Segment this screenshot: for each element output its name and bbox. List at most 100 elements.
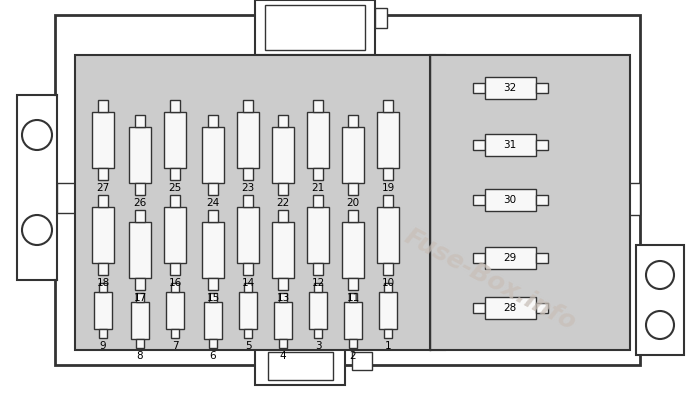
Text: 31: 31: [503, 140, 517, 150]
Bar: [618, 183, 640, 215]
Bar: [383, 195, 393, 207]
Bar: [135, 278, 145, 290]
Circle shape: [646, 311, 674, 339]
Text: 28: 28: [503, 303, 517, 313]
Bar: [17, 95, 57, 280]
Text: 5: 5: [245, 341, 251, 351]
Text: 19: 19: [382, 183, 395, 193]
Bar: [272, 127, 294, 183]
Text: 23: 23: [241, 183, 255, 193]
Bar: [473, 83, 484, 93]
Bar: [99, 329, 107, 338]
Bar: [344, 302, 362, 339]
Text: 2: 2: [350, 351, 356, 361]
Text: 17: 17: [134, 293, 146, 303]
Bar: [208, 115, 218, 127]
Bar: [383, 168, 393, 180]
Bar: [170, 195, 180, 207]
Bar: [265, 5, 365, 50]
Circle shape: [22, 215, 52, 245]
Bar: [313, 263, 323, 275]
Text: 3: 3: [315, 341, 321, 351]
Bar: [243, 263, 253, 275]
Text: 14: 14: [241, 278, 255, 288]
Text: 21: 21: [312, 183, 325, 193]
Bar: [98, 263, 108, 275]
Bar: [92, 207, 114, 263]
Text: 15: 15: [206, 293, 220, 303]
Bar: [348, 183, 358, 195]
Bar: [430, 55, 630, 350]
Bar: [348, 115, 358, 127]
Text: Fuse-Box.info: Fuse-Box.info: [400, 224, 580, 335]
Bar: [237, 112, 259, 168]
Bar: [255, 0, 375, 55]
Bar: [278, 278, 288, 290]
Bar: [484, 297, 536, 319]
Bar: [384, 329, 392, 338]
Bar: [473, 140, 484, 150]
Bar: [204, 302, 222, 339]
Bar: [383, 263, 393, 275]
Bar: [75, 55, 445, 350]
Bar: [171, 329, 179, 338]
Text: 24: 24: [206, 198, 220, 208]
Bar: [342, 127, 364, 183]
Text: 7: 7: [172, 341, 178, 351]
Bar: [473, 253, 484, 263]
Bar: [171, 283, 179, 292]
Bar: [57, 183, 77, 213]
Bar: [268, 352, 333, 380]
Bar: [473, 303, 484, 313]
Bar: [129, 127, 151, 183]
Bar: [307, 112, 329, 168]
Bar: [243, 100, 253, 112]
Text: 32: 32: [503, 83, 517, 93]
Bar: [99, 283, 107, 292]
Bar: [98, 100, 108, 112]
Text: 1: 1: [385, 341, 391, 351]
Bar: [272, 222, 294, 278]
Bar: [484, 247, 536, 269]
Text: 26: 26: [134, 198, 146, 208]
Text: 10: 10: [382, 278, 395, 288]
Bar: [536, 83, 547, 93]
Bar: [135, 183, 145, 195]
Bar: [170, 168, 180, 180]
Bar: [208, 278, 218, 290]
Bar: [384, 283, 392, 292]
Bar: [636, 245, 684, 355]
Bar: [136, 339, 144, 348]
Text: 25: 25: [169, 183, 181, 193]
Bar: [243, 195, 253, 207]
Text: 27: 27: [97, 183, 110, 193]
Text: 4: 4: [280, 351, 286, 361]
Bar: [473, 195, 484, 205]
Bar: [135, 115, 145, 127]
Bar: [98, 168, 108, 180]
Bar: [170, 263, 180, 275]
Text: 11: 11: [346, 293, 360, 303]
Bar: [352, 352, 372, 370]
Bar: [313, 195, 323, 207]
Circle shape: [646, 261, 674, 289]
Bar: [484, 134, 536, 156]
Bar: [208, 210, 218, 222]
Bar: [379, 292, 397, 329]
Text: 18: 18: [97, 278, 110, 288]
Bar: [243, 168, 253, 180]
Text: 6: 6: [210, 351, 216, 361]
Bar: [170, 100, 180, 112]
Bar: [279, 339, 287, 348]
Bar: [244, 283, 252, 292]
Text: 9: 9: [99, 341, 106, 351]
Bar: [536, 140, 547, 150]
Text: 8: 8: [136, 351, 144, 361]
Bar: [484, 77, 536, 99]
Bar: [164, 112, 186, 168]
Bar: [348, 210, 358, 222]
Bar: [377, 112, 399, 168]
Bar: [278, 210, 288, 222]
Bar: [278, 115, 288, 127]
Bar: [255, 345, 345, 385]
